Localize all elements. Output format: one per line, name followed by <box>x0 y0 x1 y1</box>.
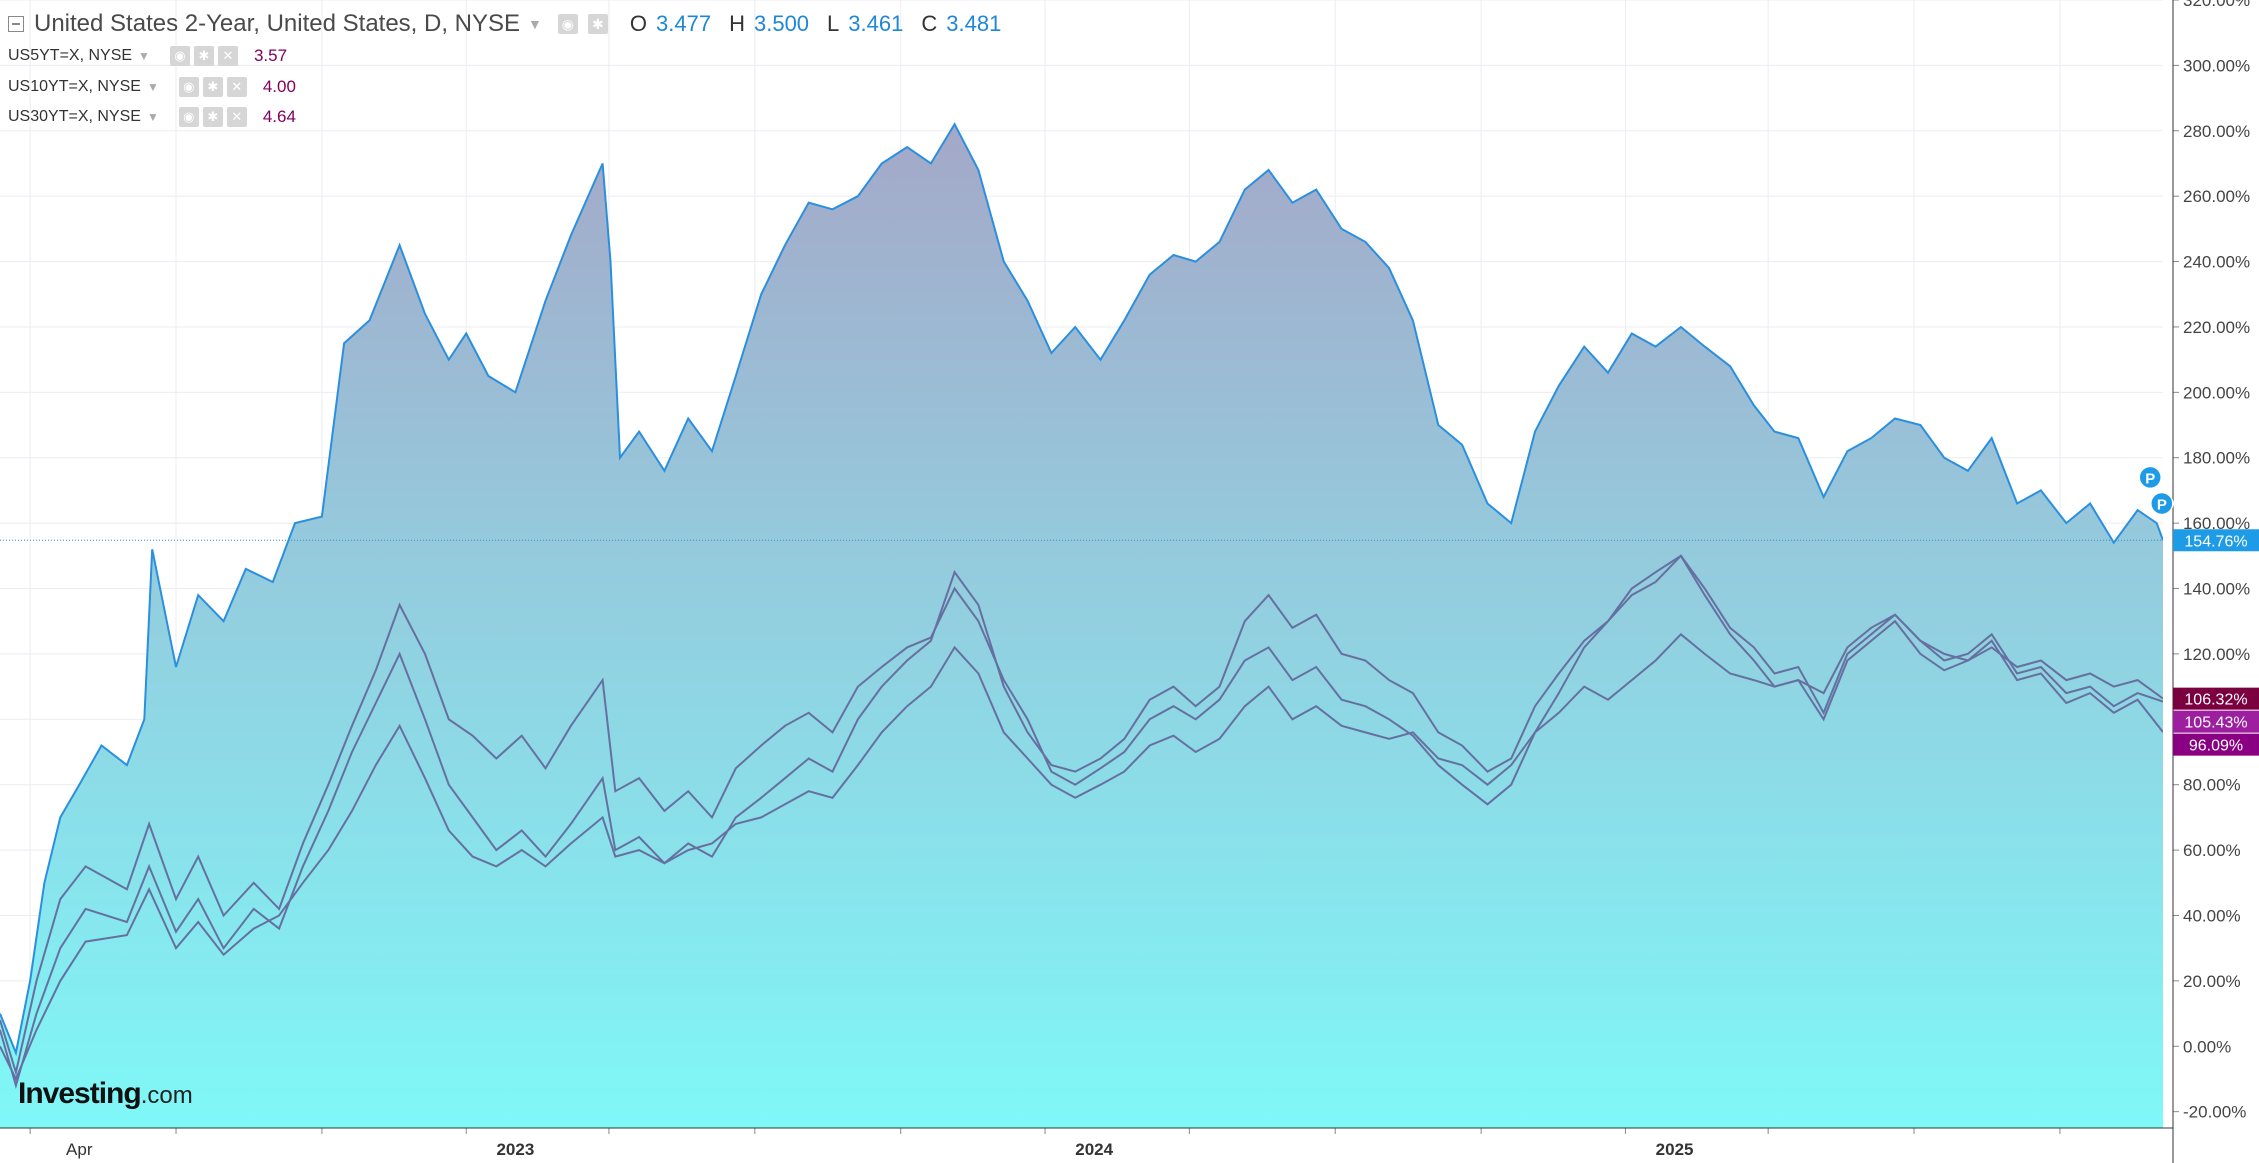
compare-legend-us5y: US5YT=X, NYSE ▼ ◉ ✱ ✕ 3.57 <box>8 46 287 66</box>
gear-icon[interactable]: ✱ <box>193 46 214 66</box>
last-value-badge-label: 154.76% <box>2184 533 2247 550</box>
compare-symbol[interactable]: US30YT=X, NYSE <box>8 108 141 125</box>
y-tick-label: 280.00% <box>2183 122 2250 141</box>
x-tick-label: 2023 <box>496 1140 534 1159</box>
us2y-line <box>0 122 2163 1057</box>
close-icon[interactable]: ✕ <box>217 46 238 66</box>
logo-suffix: .com <box>140 1082 193 1109</box>
y-tick-label: 180.00% <box>2183 449 2250 468</box>
y-axis: -20.00%0.00%20.00%40.00%60.00%80.00%100.… <box>2172 0 2250 1163</box>
y-tick-label: 20.00% <box>2183 972 2241 991</box>
compare-legend-us10y: US10YT=X, NYSE ▼ ◉ ✱ ✕ 4.00 <box>8 77 296 97</box>
compare-legend-us30y: US30YT=X, NYSE ▼ ◉ ✱ ✕ 4.64 <box>8 107 296 127</box>
y-tick-label: 200.00% <box>2183 383 2250 402</box>
collapse-legend-icon[interactable] <box>8 16 24 32</box>
series-line-us5yt-x <box>0 554 2163 1077</box>
close-label: C <box>921 11 938 36</box>
y-tick-label: 0.00% <box>2183 1037 2231 1056</box>
gear-icon[interactable]: ✱ <box>202 77 223 97</box>
investing-logo: Investing.com <box>18 1077 193 1111</box>
low-label: L <box>827 11 840 36</box>
last-value-badge <box>2173 529 2259 552</box>
close-icon[interactable]: ✕ <box>226 77 247 97</box>
open-label: O <box>629 11 648 36</box>
y-tick-label: 160.00% <box>2183 514 2250 533</box>
x-tick-label: 2025 <box>1656 1140 1694 1159</box>
y-tick-label: 120.00% <box>2183 645 2250 664</box>
chevron-down-icon[interactable]: ▼ <box>146 110 159 124</box>
series-line-us10yt-x <box>0 554 2163 1090</box>
main-series-title[interactable]: United States 2-Year, United States, D, … <box>34 10 521 37</box>
y-tick-label: 60.00% <box>2183 841 2241 860</box>
event-markers: PP <box>2138 465 2174 516</box>
last-value-badge-label: 106.32% <box>2184 692 2247 709</box>
gear-icon[interactable]: ✱ <box>202 107 223 127</box>
event-marker-label: P <box>2145 470 2155 487</box>
y-tick-label: 80.00% <box>2183 776 2241 795</box>
y-tick-label: -20.00% <box>2183 1103 2246 1122</box>
eye-icon[interactable]: ◉ <box>178 77 199 97</box>
compare-symbol[interactable]: US5YT=X, NYSE <box>8 47 133 64</box>
x-tick-label: 2024 <box>1075 1140 1113 1159</box>
y-tick-label: 320.00% <box>2183 0 2250 10</box>
main-series-legend: United States 2-Year, United States, D, … <box>8 10 1001 38</box>
close-icon[interactable]: ✕ <box>226 107 247 127</box>
last-value-badge-label: 105.43% <box>2184 715 2247 732</box>
close-value: 3.481 <box>946 11 1002 36</box>
compare-value: 3.57 <box>253 46 288 65</box>
eye-icon[interactable]: ◉ <box>178 107 199 127</box>
open-value: 3.477 <box>656 11 712 36</box>
chevron-down-icon[interactable]: ▼ <box>146 80 159 94</box>
last-value-badge-label: 96.09% <box>2189 738 2243 755</box>
compare-value: 4.00 <box>262 77 296 96</box>
y-tick-label: 260.00% <box>2183 187 2250 206</box>
last-value-badge <box>2173 687 2259 710</box>
last-value-badge <box>2173 733 2259 756</box>
y-tick-label: 240.00% <box>2183 253 2250 272</box>
eye-icon[interactable]: ◉ <box>557 14 578 34</box>
y-tick-label: 220.00% <box>2183 318 2250 337</box>
plot-area <box>0 122 2163 1128</box>
event-marker-label: P <box>2157 497 2167 514</box>
last-value-badges: 154.76% 106.32% 105.43% 96.09% <box>2173 529 2259 756</box>
chevron-down-icon[interactable]: ▼ <box>528 16 542 32</box>
event-marker <box>2138 465 2162 490</box>
y-tick-label: 40.00% <box>2183 906 2241 925</box>
compare-value: 4.64 <box>262 107 296 126</box>
event-marker <box>2150 491 2174 516</box>
x-axis: Apr 2023 2024 2025 <box>0 1127 2173 1159</box>
series-line-us30yt-x <box>0 613 2163 1082</box>
logo-brand: Investing <box>18 1077 142 1110</box>
chevron-down-icon[interactable]: ▼ <box>138 49 150 63</box>
x-tick-label: Apr <box>66 1140 93 1159</box>
last-value-badge <box>2173 710 2259 733</box>
high-value: 3.500 <box>753 11 810 36</box>
y-tick-label: 140.00% <box>2183 580 2250 599</box>
high-label: H <box>729 11 745 36</box>
eye-icon[interactable]: ◉ <box>169 46 190 66</box>
gear-icon[interactable]: ✱ <box>587 14 608 34</box>
compare-symbol[interactable]: US10YT=X, NYSE <box>8 78 141 95</box>
low-value: 3.461 <box>848 11 904 36</box>
us2y-area-fill <box>0 124 2163 1128</box>
y-tick-label: 300.00% <box>2183 56 2250 75</box>
